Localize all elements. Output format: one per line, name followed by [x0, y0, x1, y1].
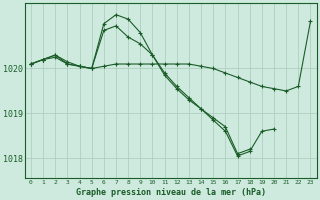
X-axis label: Graphe pression niveau de la mer (hPa): Graphe pression niveau de la mer (hPa): [76, 188, 266, 197]
